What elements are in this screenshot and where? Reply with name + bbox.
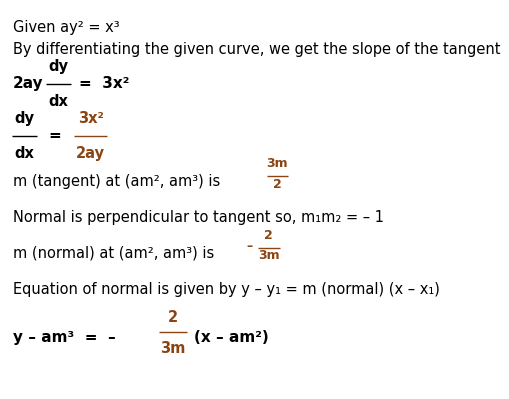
Text: 3m: 3m (267, 157, 288, 170)
Text: –: – (246, 240, 252, 253)
Text: =: = (48, 128, 61, 143)
Text: dy: dy (14, 111, 35, 126)
Text: 2ay: 2ay (76, 146, 105, 161)
Text: 2: 2 (264, 229, 273, 242)
Text: 3m: 3m (160, 341, 186, 356)
Text: dx: dx (14, 146, 35, 161)
Text: 2: 2 (273, 178, 282, 191)
Text: 3x²: 3x² (78, 111, 103, 126)
Text: (x – am²): (x – am²) (194, 330, 269, 345)
Text: =  3x²: = 3x² (79, 76, 129, 91)
Text: m (tangent) at (am², am³) is: m (tangent) at (am², am³) is (13, 174, 220, 189)
Text: Equation of normal is given by y – y₁ = m (normal) (x – x₁): Equation of normal is given by y – y₁ = … (13, 282, 440, 297)
Text: m (normal) at (am², am³) is: m (normal) at (am², am³) is (13, 246, 214, 261)
Text: dx: dx (48, 94, 69, 109)
Text: By differentiating the given curve, we get the slope of the tangent: By differentiating the given curve, we g… (13, 42, 500, 57)
Text: 3m: 3m (258, 249, 279, 263)
Text: dy: dy (48, 59, 69, 74)
Text: 2ay: 2ay (13, 76, 43, 91)
Text: y – am³  =  –: y – am³ = – (13, 330, 116, 345)
Text: Normal is perpendicular to tangent so, m₁m₂ = – 1: Normal is perpendicular to tangent so, m… (13, 210, 384, 225)
Text: 2: 2 (168, 310, 178, 325)
Text: Given ay² = x³: Given ay² = x³ (13, 20, 119, 35)
